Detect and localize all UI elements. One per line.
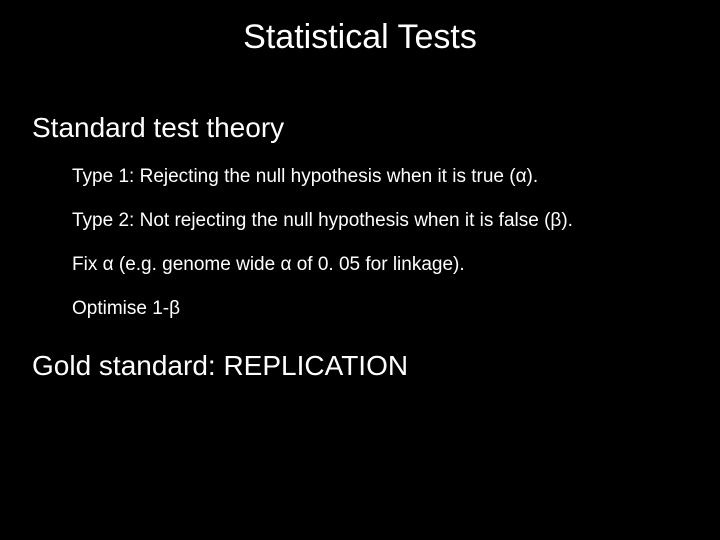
bullet-type2: Type 2: Not rejecting the null hypothesi… [72,210,573,232]
bullet-type1: Type 1: Rejecting the null hypothesis wh… [72,166,538,188]
slide: Statistical Tests Standard test theory T… [0,0,720,540]
bullet-fix-alpha: Fix α (e.g. genome wide α of 0. 05 for l… [72,254,465,276]
heading-gold-standard: Gold standard: REPLICATION [32,350,408,382]
bullet-optimise: Optimise 1-β [72,298,180,320]
heading-standard-test-theory: Standard test theory [32,112,284,144]
slide-title: Statistical Tests [0,18,720,57]
